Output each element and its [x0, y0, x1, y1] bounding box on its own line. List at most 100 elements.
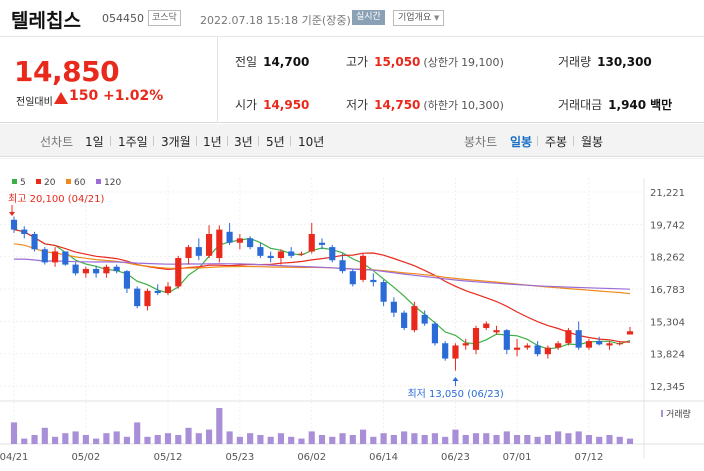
volume-label: 거래량	[558, 55, 592, 69]
period-5y[interactable]: 5년	[266, 135, 285, 149]
y-tick-label: 13,824	[650, 350, 685, 361]
y-tick-label: 19,742	[650, 220, 685, 231]
candlestick-chart: 21,221 19,742 18,262 16,783 15,304 13,824 12,3…	[0, 157, 704, 463]
period-1y[interactable]: 1년	[203, 135, 222, 149]
volume-bar	[113, 431, 120, 444]
period-1d[interactable]: 1일	[85, 135, 104, 149]
volume-bar	[123, 436, 131, 444]
candle-body	[359, 255, 367, 280]
volume-value: 130,300	[597, 55, 652, 69]
line-chart-tab[interactable]: 선차트	[40, 135, 74, 149]
period-10y[interactable]: 10년	[298, 135, 325, 149]
candle-body	[462, 343, 469, 346]
x-tick-label: 07/12	[575, 452, 604, 463]
amount-label: 거래대금	[558, 98, 603, 112]
stock-name: 텔레칩스	[11, 10, 81, 32]
period-1w[interactable]: 1주일	[118, 135, 148, 149]
candle-body	[555, 343, 562, 348]
volume-bar	[493, 435, 500, 444]
candle-body	[51, 251, 59, 263]
candle-body	[277, 251, 285, 259]
volume: 거래량 130,300	[558, 53, 652, 70]
candle-body	[10, 219, 18, 230]
candle-chart-tab[interactable]: 봉차트	[464, 135, 498, 149]
volume-bar	[21, 438, 28, 444]
toolbar-separator	[290, 136, 291, 146]
high-price: 고가 15,050 (상한가 19,100)	[346, 53, 504, 70]
volume-bar	[82, 435, 89, 444]
volume-bar	[41, 427, 48, 444]
volume-bar	[93, 438, 100, 444]
volume-bar	[31, 435, 38, 444]
open-price: 시가 14,950	[235, 96, 309, 113]
volume-bar	[503, 431, 510, 444]
candle-body	[442, 343, 449, 359]
prev-close: 전일 14,700	[235, 53, 309, 70]
price-chart: 21,221 19,742 18,262 16,783 15,304 13,824 12,3…	[0, 157, 704, 467]
open-value: 14,950	[263, 98, 310, 112]
low-price: 저가 14,750 (하한가 10,300)	[346, 96, 504, 113]
max-arrow-icon	[9, 212, 15, 216]
market-badge: 코스닥	[148, 10, 181, 26]
volume-bar	[472, 433, 480, 444]
candle-weekly[interactable]: 주봉	[545, 135, 568, 149]
candle-body	[401, 312, 408, 328]
candle-body	[626, 331, 634, 335]
max-annotation: 최고 20,100 (04/21)	[8, 193, 104, 205]
volume-bar	[349, 435, 356, 444]
volume-bar	[411, 433, 418, 444]
period-3y[interactable]: 3년	[234, 135, 253, 149]
volume-bar	[483, 433, 490, 444]
candle-body	[144, 290, 151, 307]
volume-bar	[452, 429, 459, 444]
volume-bar	[257, 435, 264, 444]
volume-bar	[72, 431, 79, 444]
volume-bar	[390, 435, 397, 444]
candle-daily[interactable]: 일봉	[510, 135, 533, 149]
high-value: 15,050	[374, 55, 421, 69]
quote-datetime: 2022.07.18 15:18 기준(장중)	[200, 14, 351, 27]
volume-bar	[164, 433, 172, 444]
legend-swatch	[36, 179, 41, 184]
legend-swatch	[96, 179, 101, 184]
candle-body	[82, 268, 89, 274]
candle-body	[349, 271, 356, 285]
up-arrow-icon	[54, 92, 68, 104]
ma20-line	[13, 229, 631, 343]
volume-bar	[277, 433, 285, 444]
ma120-line	[14, 258, 631, 290]
volume-bar	[51, 436, 59, 444]
x-tick-label: 07/01	[503, 452, 532, 463]
candle-body	[452, 345, 459, 359]
volume-bar	[318, 435, 326, 444]
volume-bar	[380, 433, 387, 444]
candle-body	[236, 238, 243, 243]
candle-body	[503, 330, 510, 350]
price-change-pct: +1.02%	[103, 88, 164, 104]
candle-body	[370, 279, 377, 283]
min-arrow-icon	[452, 377, 459, 381]
realtime-button[interactable]: 실시간	[352, 10, 385, 25]
volume-bar	[585, 435, 593, 444]
chevron-down-icon: ▼	[434, 14, 440, 22]
candle-body	[421, 314, 428, 324]
candle-monthly[interactable]: 월봉	[581, 135, 604, 149]
volume-bar	[216, 408, 223, 444]
volume-bar	[626, 438, 634, 444]
candle-body	[616, 343, 623, 345]
candle-body	[103, 266, 110, 274]
volume-bar	[370, 436, 377, 444]
lower-limit-value: 10,300	[461, 99, 500, 112]
y-tick-label: 18,262	[650, 253, 685, 264]
period-3m[interactable]: 3개월	[161, 135, 191, 149]
candle-body	[31, 233, 38, 250]
company-info-dropdown[interactable]: 기업개요 ▼	[393, 10, 445, 26]
volume-bar	[298, 438, 305, 444]
candle-body	[339, 260, 346, 272]
candle-body	[175, 258, 182, 287]
candle-body	[288, 251, 295, 256]
candle-body	[195, 247, 202, 256]
stock-code: 054450	[102, 12, 144, 25]
volume-bar	[62, 433, 69, 444]
volume-bar	[247, 433, 254, 444]
